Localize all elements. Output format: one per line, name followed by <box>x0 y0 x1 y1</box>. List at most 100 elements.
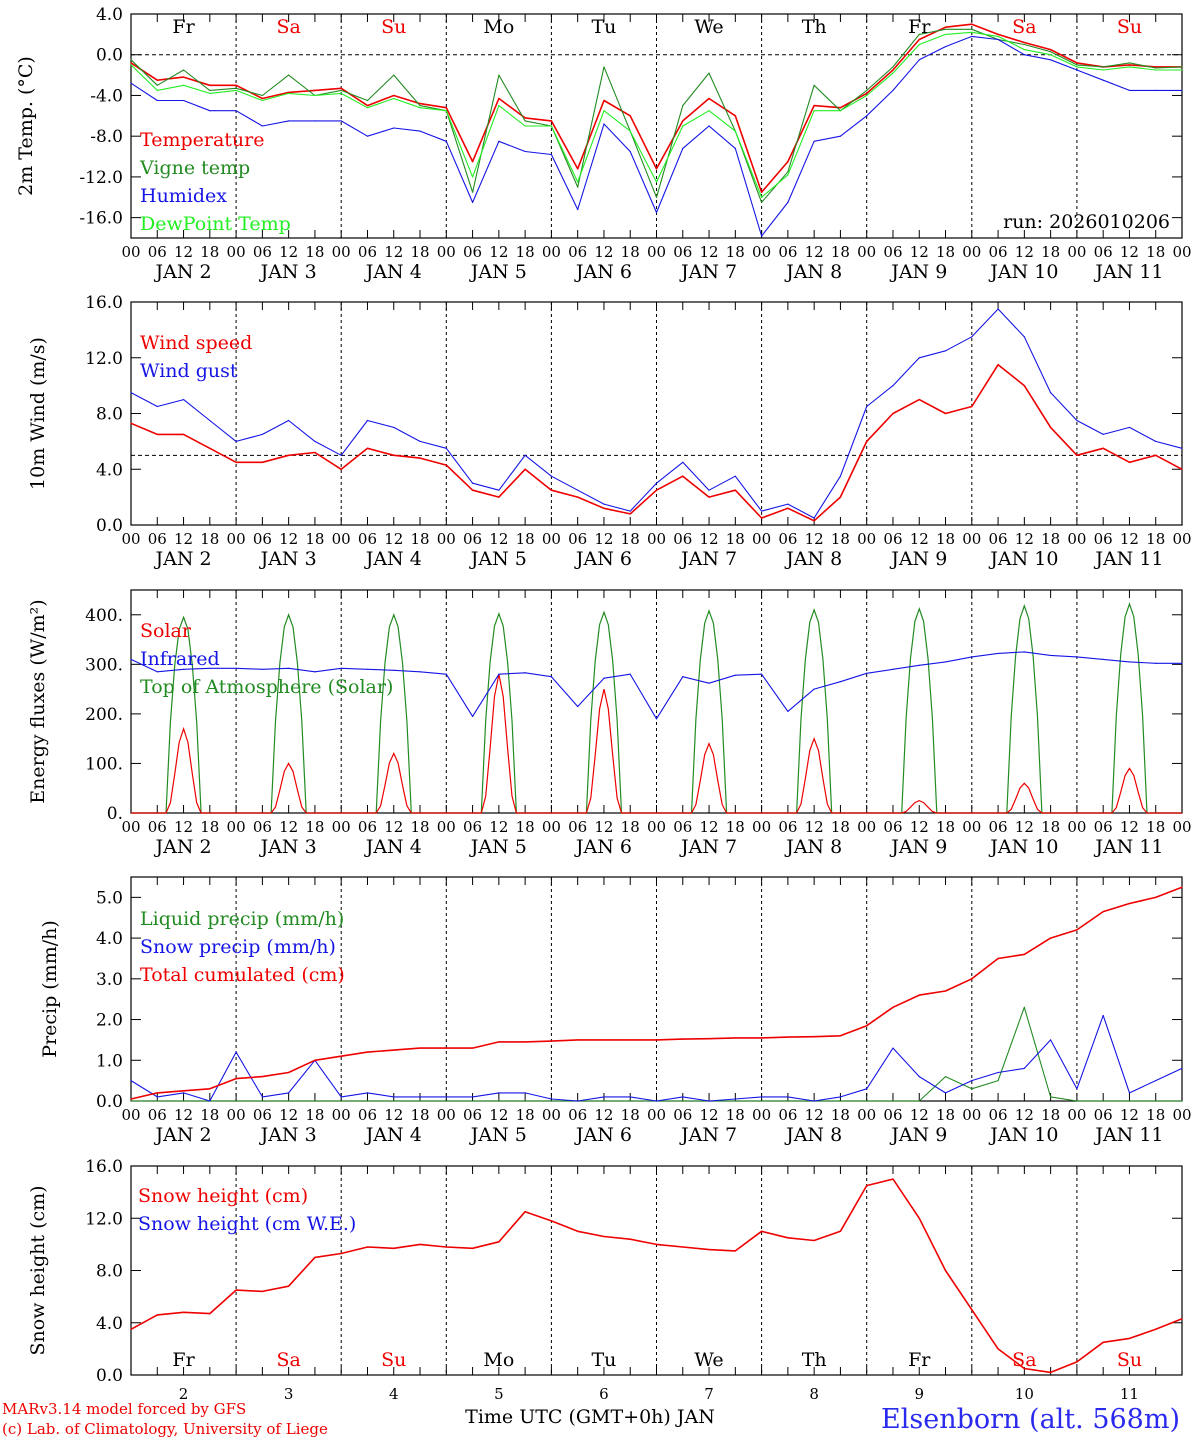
data-point <box>682 1246 684 1248</box>
data-point <box>787 1096 789 1098</box>
data-point <box>1181 1100 1183 1102</box>
data-point <box>944 350 947 352</box>
hour-tick-label: 18 <box>305 1106 324 1124</box>
data-point <box>1076 64 1078 66</box>
hour-tick-label: 18 <box>1041 818 1060 836</box>
data-point <box>944 33 947 35</box>
data-point <box>550 489 553 491</box>
hour-tick-label: 00 <box>332 818 351 836</box>
data-point <box>866 92 868 95</box>
data-point <box>944 990 947 992</box>
data-point <box>577 168 579 170</box>
data-point <box>682 1100 684 1102</box>
date-label: JAN 11 <box>1093 261 1163 283</box>
day-number-label: 3 <box>284 1385 294 1403</box>
hour-tick-label: 12 <box>700 243 719 261</box>
data-point <box>314 440 316 442</box>
data-point <box>130 64 132 66</box>
hour-tick-label: 06 <box>883 1106 902 1124</box>
data-point <box>761 673 763 675</box>
data-point <box>235 110 237 112</box>
data-point <box>1128 64 1131 66</box>
hour-tick-label: 18 <box>1146 243 1165 261</box>
data-point <box>261 1075 263 1078</box>
data-point <box>156 1092 158 1094</box>
data-point <box>288 120 290 122</box>
weekday-label: Mo <box>483 16 514 38</box>
hour-tick-label: 00 <box>647 818 666 836</box>
hour-tick-label: 00 <box>857 1106 876 1124</box>
data-point <box>629 1039 631 1041</box>
hour-tick-label: 12 <box>1015 530 1034 548</box>
hour-tick-label: 00 <box>857 530 876 548</box>
hour-tick-label: 12 <box>279 530 298 548</box>
hour-tick-label: 00 <box>332 243 351 261</box>
hour-tick-label: 00 <box>437 243 456 261</box>
data-point <box>235 87 237 89</box>
data-point <box>471 161 474 163</box>
data-point <box>235 461 237 463</box>
date-label: JAN 2 <box>154 1124 212 1146</box>
data-point <box>1181 468 1183 470</box>
date-label: JAN 2 <box>154 836 212 858</box>
hour-tick-label: 00 <box>437 818 456 836</box>
y-tick-label: 0.0 <box>96 516 123 536</box>
data-point <box>918 994 920 996</box>
data-point <box>682 125 684 127</box>
data-point <box>787 710 789 713</box>
hour-tick-label: 18 <box>621 818 640 836</box>
data-point <box>288 91 290 93</box>
date-label: JAN 9 <box>889 1124 947 1146</box>
data-point <box>1102 911 1104 913</box>
data-point <box>524 454 526 456</box>
data-point <box>918 398 920 401</box>
data-point <box>209 84 211 86</box>
legend-entry: Vigne temp <box>139 157 250 179</box>
data-point <box>734 674 736 676</box>
data-point <box>182 1090 185 1092</box>
hour-tick-label: 06 <box>883 818 902 836</box>
hour-tick-label: 12 <box>279 818 298 836</box>
y-tick-label: 4.0 <box>96 1314 123 1334</box>
legend-entry: Wind gust <box>140 360 238 382</box>
data-point <box>1102 433 1104 436</box>
data-point <box>1181 886 1183 888</box>
hour-tick-label: 00 <box>437 1106 456 1124</box>
data-point <box>708 1038 710 1040</box>
date-label: JAN 10 <box>988 836 1058 858</box>
hour-tick-label: 12 <box>700 818 719 836</box>
data-point <box>261 1100 263 1102</box>
hour-tick-label: 18 <box>831 1106 850 1124</box>
weekday-label: Mo <box>483 1349 514 1371</box>
date-label: JAN 7 <box>679 548 737 570</box>
date-label: JAN 8 <box>784 261 842 283</box>
data-point <box>1181 447 1183 449</box>
hour-tick-label: 12 <box>594 243 613 261</box>
weekday-label: Sa <box>1012 16 1036 38</box>
data-point <box>866 405 868 408</box>
hour-tick-label: 00 <box>1067 530 1086 548</box>
plot-frame <box>130 589 1183 814</box>
data-point <box>340 1252 342 1255</box>
hour-tick-label: 18 <box>726 1106 745 1124</box>
data-point <box>892 66 894 68</box>
data-point <box>1023 1367 1025 1370</box>
data-point <box>971 23 973 25</box>
weekday-label: Su <box>381 16 406 38</box>
hour-tick-label: 12 <box>700 530 719 548</box>
hour-tick-label: 06 <box>568 818 587 836</box>
run-annotation: run: 2026010206 <box>1003 211 1170 233</box>
hour-tick-label: 06 <box>1094 530 1113 548</box>
data-point <box>839 1096 842 1098</box>
date-label: JAN 8 <box>784 548 842 570</box>
hour-tick-label: 00 <box>1067 1106 1086 1124</box>
y-tick-label: 5.0 <box>96 888 123 908</box>
data-point <box>288 419 290 422</box>
data-point <box>209 447 211 449</box>
legend-entry: DewPoint Temp <box>140 213 291 235</box>
y-tick-label: 0.0 <box>96 46 123 66</box>
data-point <box>682 461 684 463</box>
data-point <box>682 147 684 149</box>
hour-tick-label: 18 <box>516 1106 535 1124</box>
hour-tick-label: 00 <box>962 530 981 548</box>
